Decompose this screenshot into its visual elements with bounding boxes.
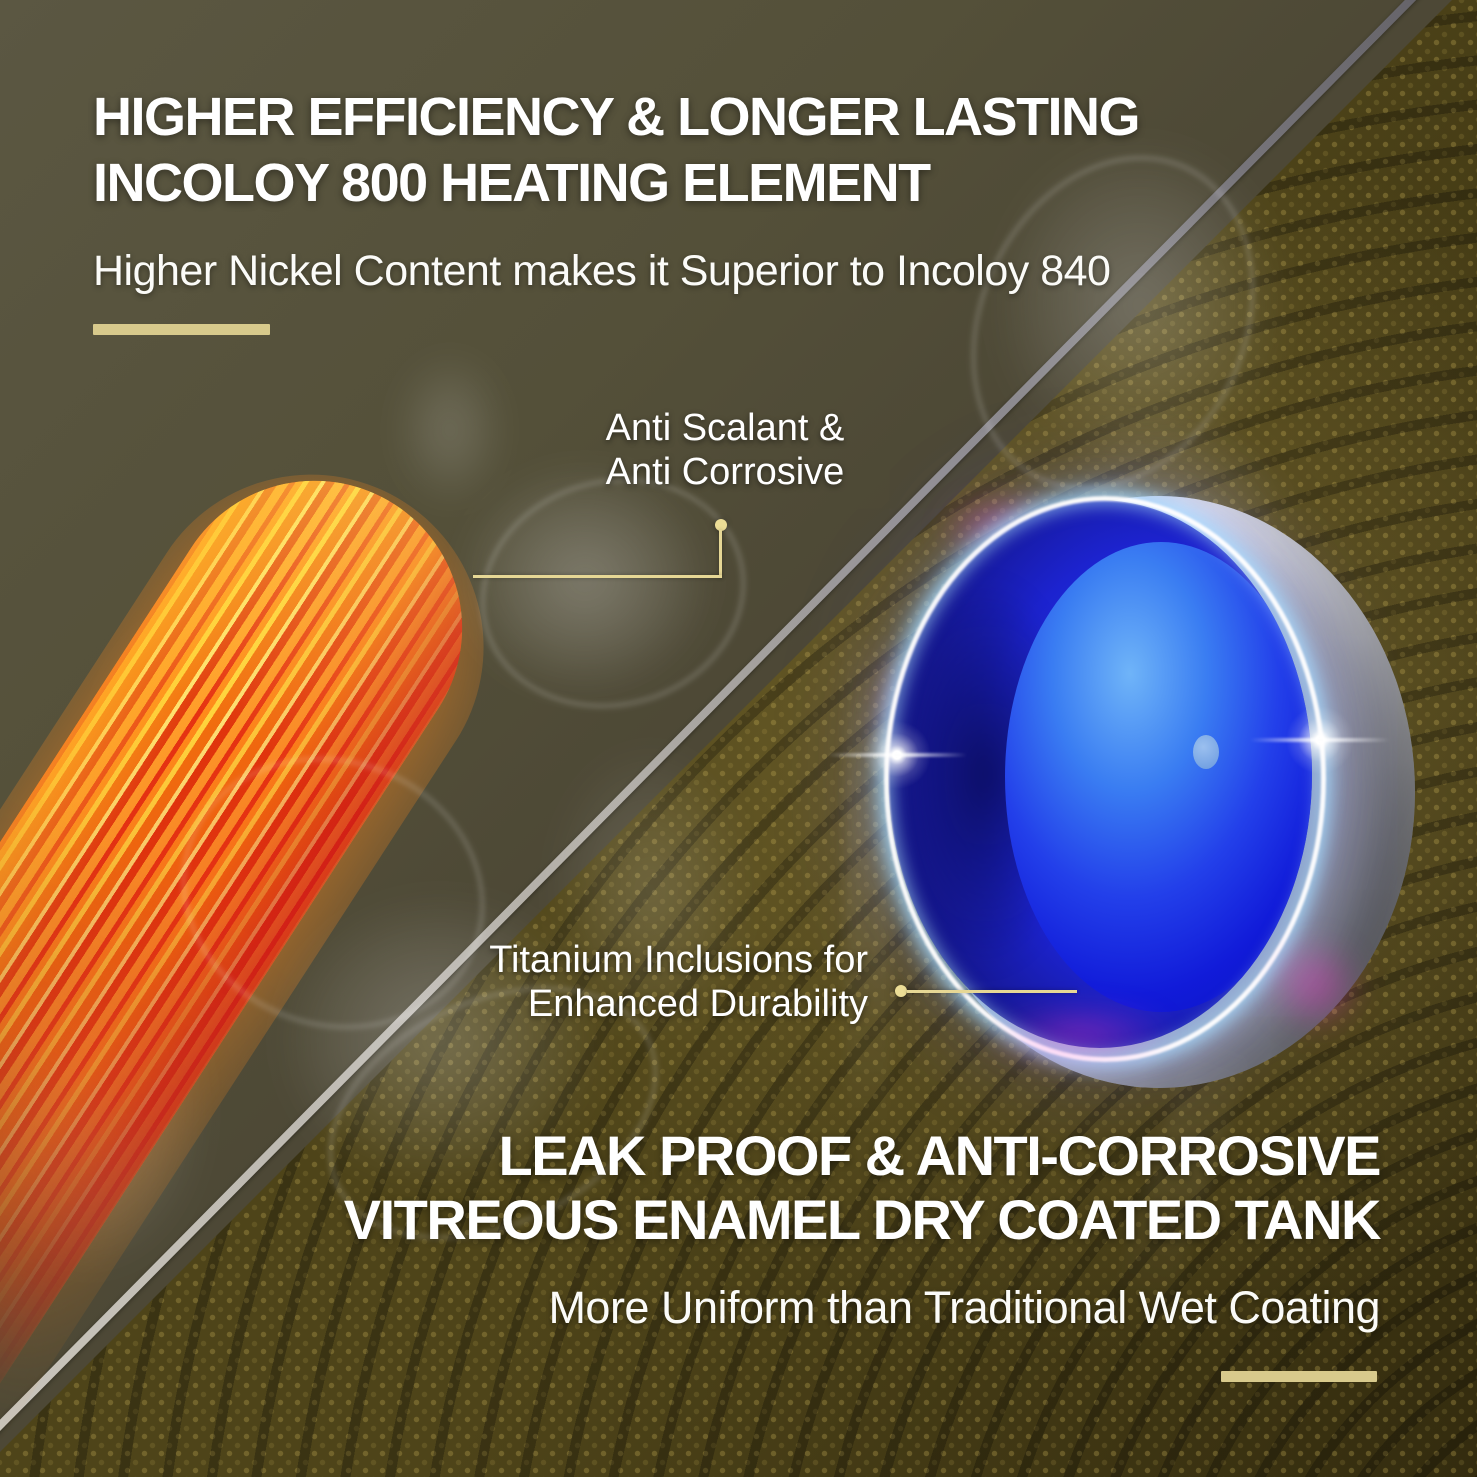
- element-callout-label: Anti Scalant & Anti Corrosive: [560, 406, 890, 494]
- tank-callout-label: Titanium Inclusions for Enhanced Durabil…: [388, 938, 868, 1026]
- tank-glow-fringe: [950, 995, 1210, 1075]
- element-callout-line1: Anti Scalant &: [605, 407, 845, 449]
- top-headline: HIGHER EFFICIENCY & LONGER LASTING INCOL…: [93, 84, 1141, 216]
- element-callout-line-horizontal: [473, 575, 722, 578]
- top-subtitle: Higher Nickel Content makes it Superior …: [93, 247, 1111, 295]
- top-headline-line1: HIGHER EFFICIENCY & LONGER LASTING: [93, 87, 1141, 147]
- smoke-effect: [950, 90, 1330, 520]
- smoke-effect: [380, 330, 520, 530]
- bottom-headline-line1: LEAK PROOF & ANTI-CORROSIVE: [498, 1124, 1382, 1187]
- sparkle-right: [1270, 690, 1370, 790]
- element-callout-line-vertical: [719, 530, 722, 578]
- bottom-headline-line2: VITREOUS ENAMEL DRY COATED TANK: [343, 1188, 1382, 1251]
- sparkle-left: [847, 705, 947, 805]
- top-accent-bar: [93, 324, 270, 335]
- bottom-subtitle: More Uniform than Traditional Wet Coatin…: [548, 1282, 1380, 1333]
- bottom-headline: LEAK PROOF & ANTI-CORROSIVE VITREOUS ENA…: [343, 1124, 1382, 1252]
- bottom-accent-bar: [1221, 1371, 1377, 1382]
- element-callout-line2: Anti Corrosive: [605, 451, 845, 493]
- smoke-effect: [420, 430, 750, 730]
- tank-callout-dot: [895, 985, 907, 997]
- smoke-effect: [230, 850, 650, 1230]
- tank-callout-line1: Titanium Inclusions for: [489, 939, 868, 981]
- top-headline-line2: INCOLOY 800 HEATING ELEMENT: [93, 153, 931, 213]
- element-callout-dot: [715, 519, 727, 531]
- smoke-effect: [520, 700, 780, 1080]
- tank-callout-line-horizontal: [907, 990, 1077, 993]
- tank-glow-fringe: [1250, 920, 1380, 1050]
- tank-callout-line2: Enhanced Durability: [527, 983, 868, 1025]
